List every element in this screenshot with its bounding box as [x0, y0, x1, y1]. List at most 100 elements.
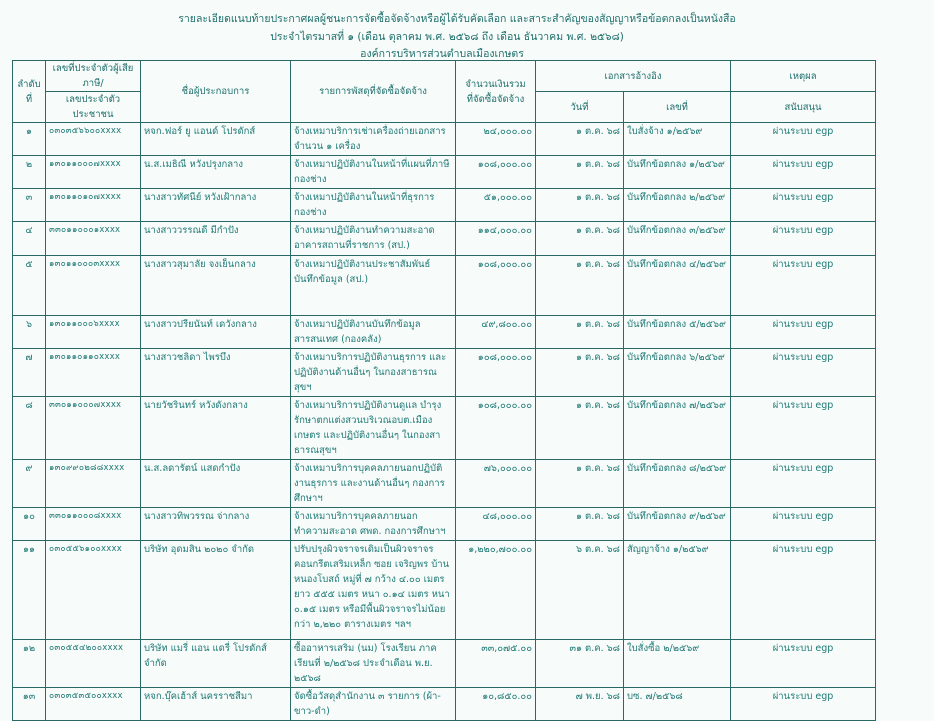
cell-seq: ๑๒ [12, 639, 46, 688]
header-amount: จำนวนเงินรวม ที่จัดซื้อจัดจ้าง [455, 60, 536, 123]
cell-amount: ๒๔,๐๐๐.๐๐ [455, 122, 536, 156]
cell-doc: บันทึกข้อตกลง ๑/๒๕๖๙ [623, 155, 731, 189]
table-row: ๗๑๓๐๑๑๐๑๑๐xxxx นางสาวชลิดา ไพรบึง จ้างเหมา… [12, 348, 876, 397]
cell-seq: ๙ [12, 459, 46, 508]
cell-taxid: ๓๓๐๑๑๐๐๐๑xxxx [45, 221, 141, 256]
cell-taxid: ๑๓๐๑๑๐๑๑๐xxxx [45, 348, 141, 397]
header-seq: ลำดับที่ [12, 60, 46, 123]
cell-amount: ๔๙,๘๐๐.๐๐ [455, 315, 536, 349]
table-row: ๑๑ ๐๓๐๕๕๖๑๐๐xxxx บริษัท อุดมสิน ๒๐๒๐ จำกัด… [12, 540, 876, 640]
table-row: ๓๑๓๐๑๑๐๑๐๗xxxx นางสาวทัศนีย์ หวังเฝ้ากลาง… [12, 188, 876, 222]
cell-seq: ๑ [12, 122, 46, 156]
cell-amount: ๑๐๘,๐๐๐.๐๐ [455, 396, 536, 460]
header-taxid-2: เลขประจำตัวประชาชน [45, 91, 141, 123]
cell-item: ซื้ออาหารเสริม (นม) โรงเรียน ภาคเรียนที่… [290, 639, 456, 688]
cell-item: จ้างเหมาบริการปฏิบัติงานธุรการ และปฏิบัต… [290, 348, 456, 397]
cell-item: จ้างเหมาปฏิบัติงานทำความสะอาดอาคารสถานที… [290, 221, 456, 256]
cell-item: ปรับปรุงผิวจราจรเดิมเป็นผิวจราจรคอนกรีตเ… [290, 540, 456, 640]
cell-taxid: ๐๓๐๓๕๓๕๐๐xxxx [45, 687, 141, 721]
cell-seq: ๑๑ [12, 540, 46, 640]
cell-amount: ๑๐,๘๕๐.๐๐ [455, 687, 536, 721]
cell-item: จ้างเหมาบริการปฏิบัติงานดูแล บำรุงรักษาต… [290, 396, 456, 460]
cell-amount: ๕๑,๐๐๐.๐๐ [455, 188, 536, 222]
cell-date: ๑ ต.ค. ๖๘ [535, 188, 624, 222]
cell-vendor: บริษัท แมรี่ แอน แดรี่ โปรดักส์ จำกัด [140, 639, 291, 688]
cell-date: ๗ พ.ย. ๖๘ [535, 687, 624, 721]
cell-reason: ผ่านระบบ egp [730, 122, 876, 156]
cell-amount: ๗๖,๐๐๐.๐๐ [455, 459, 536, 508]
cell-doc: สัญญาจ้าง ๑/๒๕๖๙ [623, 540, 731, 640]
cell-doc: บันทึกข้อตกลง ๒/๒๕๖๙ [623, 188, 731, 222]
cell-seq: ๗ [12, 348, 46, 397]
cell-date: ๑ ต.ค. ๖๘ [535, 255, 624, 316]
cell-doc: บันทึกข้อตกลง ๓/๒๕๖๙ [623, 221, 731, 256]
table-row: ๔๓๓๐๑๑๐๐๐๑xxxx นางสาววรรณดี มีกำปัง จ้างเห… [12, 221, 876, 256]
cell-item: จ้างเหมาปฏิบัติงานในหน้าที่ธุรการ กองช่า… [290, 188, 456, 222]
cell-taxid: ๓๓๐๑๑๐๐๐๗xxxx [45, 396, 141, 460]
cell-reason: ผ่านระบบ egp [730, 348, 876, 397]
cell-reason: ผ่านระบบ egp [730, 155, 876, 189]
cell-item: จ้างเหมาปฏิบัติงานในหน้าที่แผนที่ภาษี กอ… [290, 155, 456, 189]
cell-taxid: ๐๓๐๕๕๔๒๐๐xxxx [45, 639, 141, 688]
cell-vendor: นายวัชรินทร์ หวังดังกลาง [140, 396, 291, 460]
cell-date: ๑ ต.ค. ๖๘ [535, 396, 624, 460]
cell-date: ๑ ต.ค. ๖๘ [535, 122, 624, 156]
header-ref: เอกสารอ้างอิง [535, 60, 731, 92]
cell-doc: บซ. ๗/๒๕๖๘ [623, 687, 731, 721]
header-amount-1: จำนวนเงินรวม [465, 78, 526, 90]
cell-reason: ผ่านระบบ egp [730, 540, 876, 640]
cell-doc: บันทึกข้อตกลง ๕/๒๕๖๙ [623, 315, 731, 349]
header-taxid-1: เลขที่ประจำตัวผู้เสียภาษี/ [45, 60, 141, 92]
cell-item: จ้างเหมาบริการบุคคลภายนอกปฏิบัติงานธุรกา… [290, 459, 456, 508]
cell-vendor: น.ส.เมธิณี หวังปรุงกลาง [140, 155, 291, 189]
cell-reason: ผ่านระบบ egp [730, 459, 876, 508]
table-row: ๘๓๓๐๑๑๐๐๐๗xxxx นายวัชรินทร์ หวังดังกลาง จ้… [12, 396, 876, 460]
cell-seq: ๖ [12, 315, 46, 349]
cell-doc: บันทึกข้อตกลง ๔/๒๕๖๙ [623, 255, 731, 316]
header-reason-2: สนับสนุน [730, 91, 876, 123]
table-row: ๕๑๓๐๑๑๐๐๐๓xxxx นางสาวสุมาลัย จงเย็นกลาง จ้… [12, 255, 876, 316]
cell-reason: ผ่านระบบ egp [730, 639, 876, 688]
cell-item: จ้างเหมาปฏิบัติงานประชาสัมพันธ์ บันทึกข้… [290, 255, 456, 316]
cell-reason: ผ่านระบบ egp [730, 255, 876, 316]
cell-date: ๑ ต.ค. ๖๘ [535, 155, 624, 189]
cell-amount: ๑,๒๒๐,๗๐๐.๐๐ [455, 540, 536, 640]
cell-seq: ๓ [12, 188, 46, 222]
cell-vendor: นางสาวทัศนีย์ หวังเฝ้ากลาง [140, 188, 291, 222]
cell-reason: ผ่านระบบ egp [730, 221, 876, 256]
header-ref-no: เลขที่ [623, 91, 731, 123]
procurement-table: ลำดับที่ เลขที่ประจำตัวผู้เสียภาษี/ ชื่อ… [12, 60, 876, 721]
table-row: ๑๒ ๐๓๐๕๕๔๒๐๐xxxx บริษัท แมรี่ แอน แดรี่ โป… [12, 639, 876, 688]
cell-taxid: ๑๓๐๙๙๐๒๘๘xxxx [45, 459, 141, 508]
cell-vendor: นางสาวสุมาลัย จงเย็นกลาง [140, 255, 291, 316]
cell-reason: ผ่านระบบ egp [730, 687, 876, 721]
cell-vendor: น.ส.ลดารัตน์ แสดกำปัง [140, 459, 291, 508]
cell-seq: ๑๓ [12, 687, 46, 721]
cell-doc: บันทึกข้อตกลง ๙/๒๕๖๙ [623, 507, 731, 541]
cell-taxid: ๐๓๐๓๕๖๖๐๐xxxx [45, 122, 141, 156]
cell-taxid: ๐๓๐๕๕๖๑๐๐xxxx [45, 540, 141, 640]
cell-date: ๑ ต.ค. ๖๘ [535, 315, 624, 349]
table-row: ๒๑๓๐๑๑๐๐๐๗xxxx น.ส.เมธิณี หวังปรุงกลาง จ้า… [12, 155, 876, 189]
cell-amount: ๔๘,๐๐๐.๐๐ [455, 507, 536, 541]
organization-name: องค์การบริหารส่วนตำบลเมืองเกษตร [360, 48, 524, 60]
cell-item: จัดซื้อวัสดุสำนักงาน ๓ รายการ (ผ้า-ขาว-ด… [290, 687, 456, 721]
cell-amount: ๑๐๘,๐๐๐.๐๐ [455, 348, 536, 397]
cell-item: จ้างเหมาบริการบุคคลภายนอกทำความสะอาด ศพด… [290, 507, 456, 541]
cell-reason: ผ่านระบบ egp [730, 507, 876, 541]
cell-date: ๖ ต.ค. ๖๘ [535, 540, 624, 640]
cell-doc: บันทึกข้อตกลง ๖/๒๕๖๙ [623, 348, 731, 397]
table-row: ๑๐ ๓๓๐๑๑๐๐๐๘xxxx นางสาวทิพวรรณ จ่ากลาง จ้าง… [12, 507, 876, 541]
header-vendor: ชื่อผู้ประกอบการ [140, 60, 291, 123]
cell-amount: ๓๓,๐๗๕.๐๐ [455, 639, 536, 688]
table-row: ๙๑๓๐๙๙๐๒๘๘xxxx น.ส.ลดารัตน์ แสดกำปัง จ้างเ… [12, 459, 876, 508]
cell-reason: ผ่านระบบ egp [730, 315, 876, 349]
cell-taxid: ๑๓๐๑๑๐๐๐๗xxxx [45, 155, 141, 189]
cell-amount: ๑๐๘,๐๐๐.๐๐ [455, 155, 536, 189]
cell-vendor: นางสาวทิพวรรณ จ่ากลาง [140, 507, 291, 541]
cell-taxid: ๓๓๐๑๑๐๐๐๘xxxx [45, 507, 141, 541]
cell-reason: ผ่านระบบ egp [730, 396, 876, 460]
cell-amount: ๑๐๘,๐๐๐.๐๐ [455, 255, 536, 316]
cell-vendor: นางสาวปรียนันท์ เดวังกลาง [140, 315, 291, 349]
table-row: ๑๓ ๐๓๐๓๕๓๕๐๐xxxx หจก.บุ๊คเฮ้าส์ นครราชสีมา… [12, 687, 876, 721]
